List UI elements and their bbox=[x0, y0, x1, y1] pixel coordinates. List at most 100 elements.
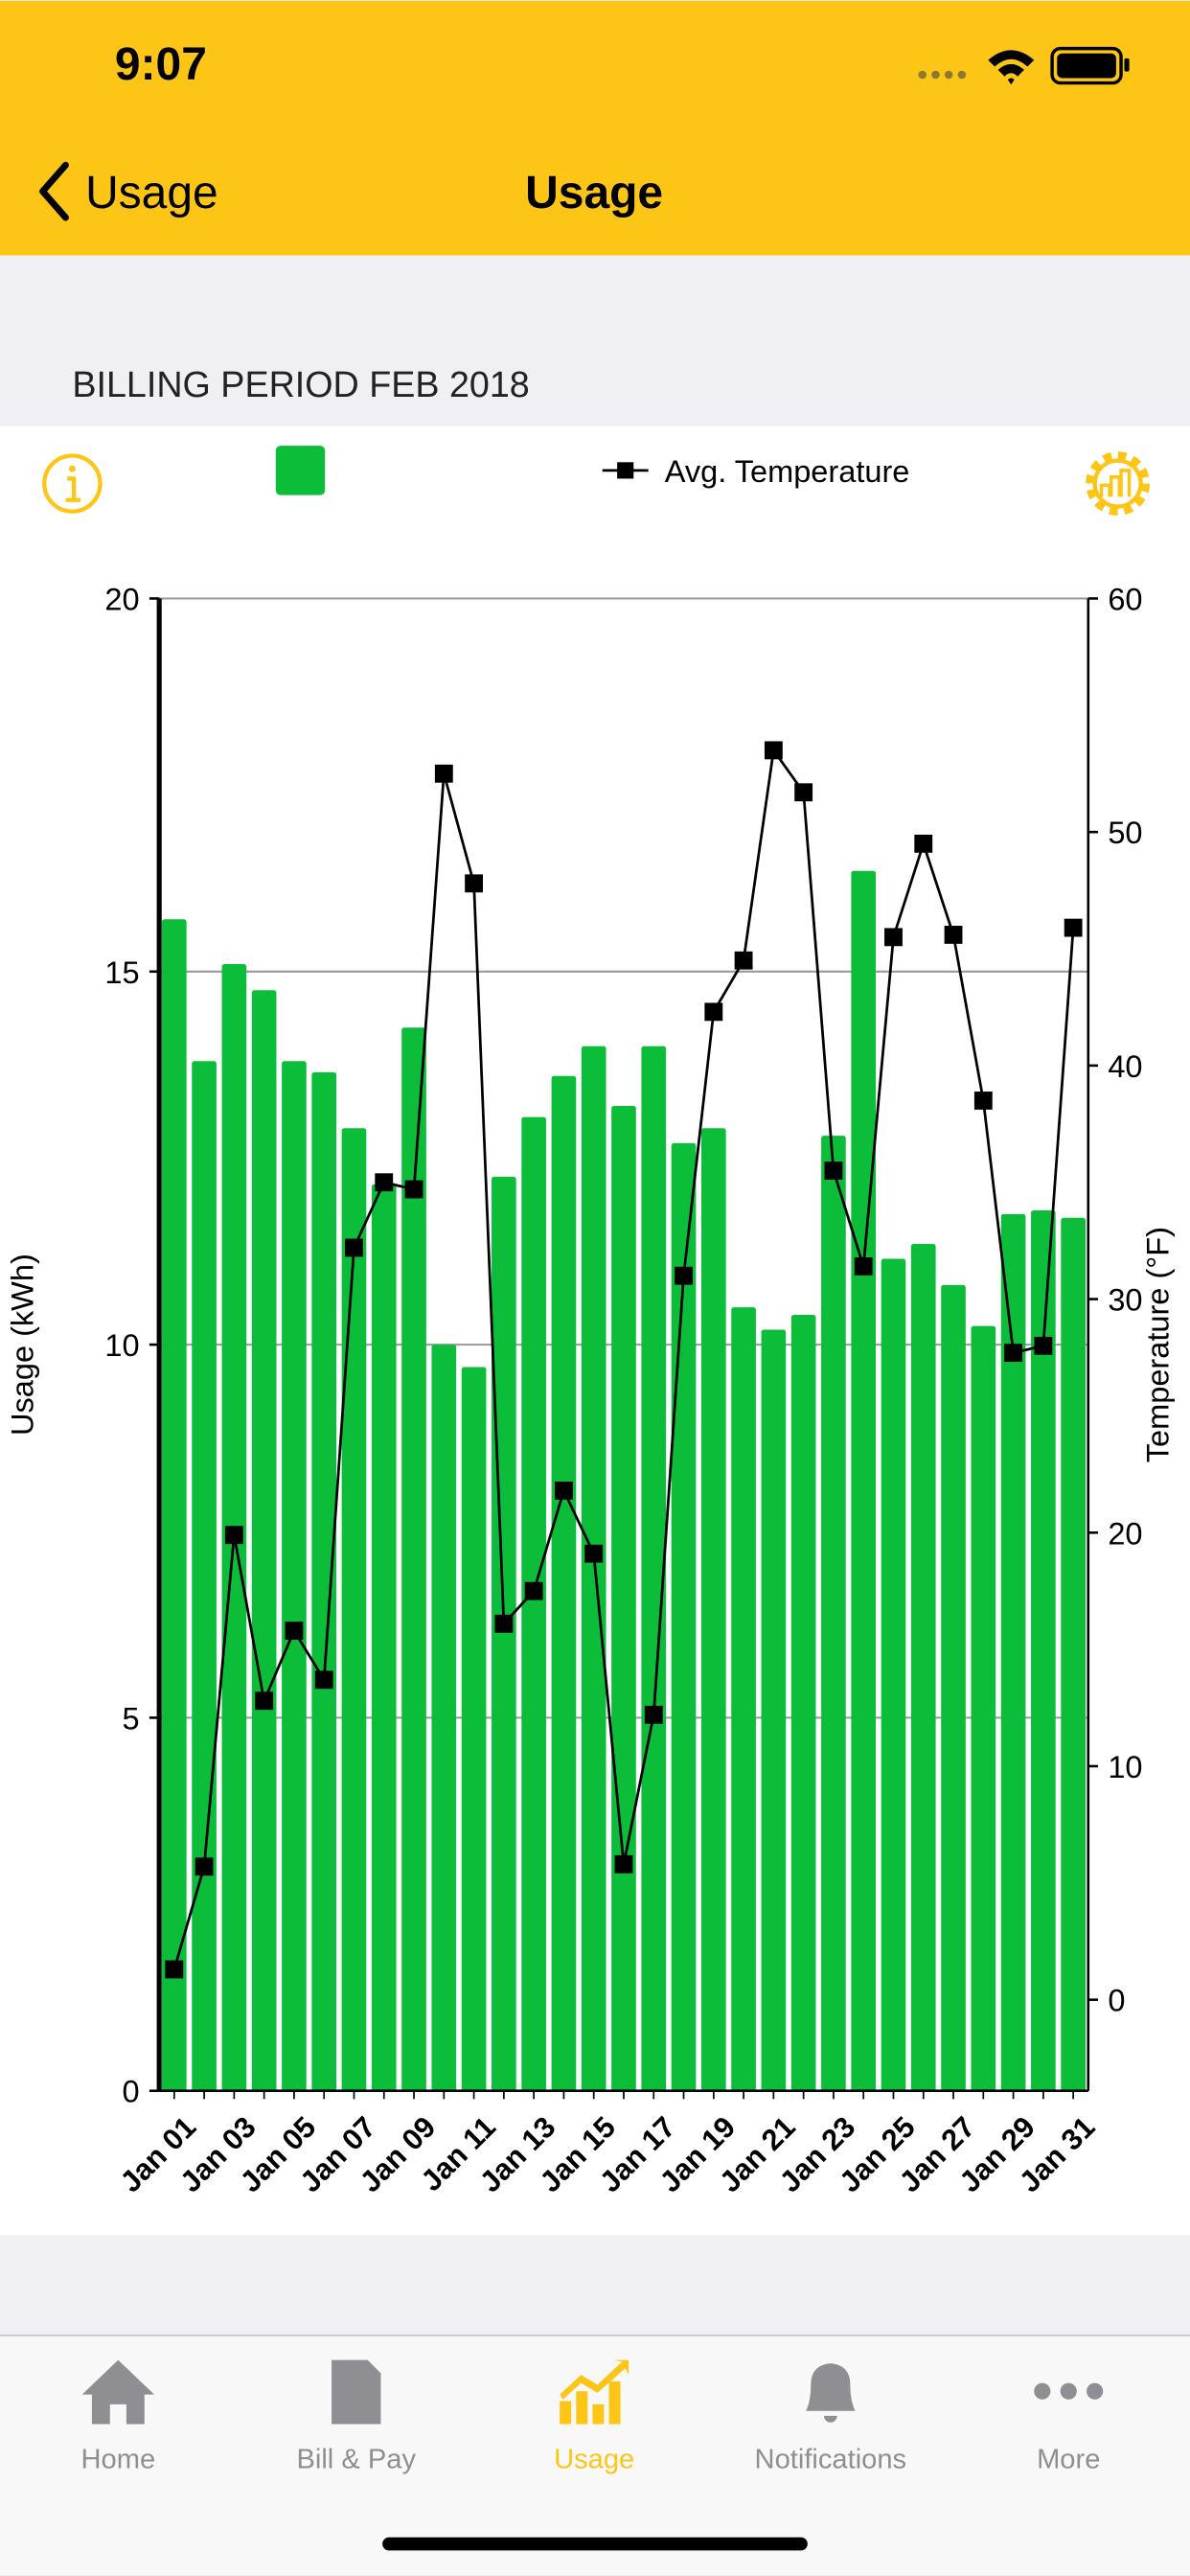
line-marker bbox=[1034, 1336, 1053, 1355]
bar bbox=[1000, 1213, 1026, 2091]
bar bbox=[521, 1116, 546, 2091]
legend-swatch bbox=[275, 446, 326, 495]
legend-label: Avg. Temperature bbox=[665, 454, 910, 489]
bar bbox=[282, 1061, 307, 2091]
y2-tick-label: 0 bbox=[1108, 1984, 1125, 2018]
y2-tick-label: 20 bbox=[1108, 1516, 1142, 1551]
line-marker bbox=[285, 1622, 304, 1641]
tab-icon[interactable] bbox=[806, 2363, 856, 2423]
tab-label[interactable]: More bbox=[1037, 2445, 1100, 2475]
tab-label[interactable]: Usage bbox=[554, 2445, 634, 2475]
line-marker bbox=[644, 1705, 663, 1724]
status-icons bbox=[918, 46, 1130, 85]
y2-tick-label: 50 bbox=[1108, 816, 1142, 850]
line-marker bbox=[494, 1614, 514, 1633]
line-marker bbox=[884, 928, 903, 947]
bar bbox=[461, 1367, 487, 2091]
line-marker bbox=[794, 783, 813, 802]
bar bbox=[941, 1284, 966, 2091]
info-icon[interactable] bbox=[42, 453, 103, 514]
line-marker bbox=[314, 1670, 333, 1690]
line-marker bbox=[614, 1854, 633, 1874]
y2-tick-label: 10 bbox=[1108, 1750, 1142, 1784]
line-marker bbox=[345, 1238, 363, 1257]
bar bbox=[611, 1105, 636, 2091]
tab-bar bbox=[0, 2334, 1190, 2576]
line-marker bbox=[375, 1173, 394, 1192]
line-marker bbox=[584, 1544, 604, 1563]
line-marker bbox=[255, 1691, 274, 1711]
bar bbox=[341, 1128, 367, 2091]
line-marker bbox=[524, 1581, 543, 1600]
legend-marker bbox=[617, 462, 634, 479]
line-marker bbox=[764, 741, 783, 760]
y-tick-label: 20 bbox=[104, 582, 139, 616]
tab-icon[interactable] bbox=[81, 2359, 155, 2425]
line-marker bbox=[914, 834, 933, 853]
y-axis-title: Usage (kWh) bbox=[5, 1254, 39, 1436]
bar bbox=[790, 1314, 816, 2091]
tab-icon[interactable] bbox=[332, 2359, 381, 2425]
bar bbox=[401, 1027, 426, 2091]
line-marker bbox=[195, 1857, 214, 1876]
bar bbox=[700, 1128, 726, 2091]
bar bbox=[251, 990, 277, 2091]
bar bbox=[881, 1258, 906, 2091]
bar bbox=[971, 1325, 996, 2091]
bar bbox=[311, 1071, 337, 2091]
home-indicator bbox=[382, 2537, 808, 2551]
status-time: 9:07 bbox=[115, 39, 207, 90]
y-tick-label: 10 bbox=[104, 1328, 139, 1363]
settings-icon[interactable] bbox=[1086, 451, 1151, 516]
line-marker bbox=[465, 874, 484, 893]
y-tick-label: 15 bbox=[104, 955, 139, 990]
tab-items: Home Bill & Pay Usage Notifications More bbox=[81, 2359, 1104, 2475]
line-marker bbox=[704, 1002, 723, 1022]
y2-axis-title: Temperature (°F) bbox=[1141, 1227, 1176, 1462]
bar bbox=[851, 870, 877, 2091]
line-marker bbox=[734, 951, 753, 970]
bar bbox=[821, 1136, 846, 2091]
line-marker bbox=[1064, 918, 1083, 937]
bar bbox=[641, 1046, 667, 2091]
bar bbox=[731, 1307, 756, 2091]
bar bbox=[492, 1176, 516, 2091]
y2-tick-label: 30 bbox=[1108, 1283, 1142, 1318]
y2-tick-label: 40 bbox=[1108, 1049, 1142, 1084]
nav-title: Usage bbox=[525, 168, 663, 218]
line-marker bbox=[1004, 1344, 1023, 1363]
bar bbox=[1031, 1209, 1056, 2091]
bar bbox=[431, 1345, 457, 2091]
line-marker bbox=[224, 1526, 243, 1545]
y-tick-label: 5 bbox=[123, 1701, 140, 1736]
tab-label[interactable]: Bill & Pay bbox=[296, 2445, 416, 2475]
back-chevron[interactable] bbox=[39, 161, 69, 221]
line-marker bbox=[165, 1960, 184, 1979]
bar bbox=[551, 1075, 577, 2091]
line-marker bbox=[854, 1257, 873, 1276]
tab-label[interactable]: Home bbox=[81, 2445, 156, 2475]
tab-icon[interactable] bbox=[1034, 2382, 1104, 2400]
bar bbox=[161, 919, 187, 2091]
line-marker bbox=[434, 764, 453, 783]
bar bbox=[761, 1329, 787, 2091]
line-marker bbox=[555, 1481, 573, 1500]
line-marker bbox=[824, 1162, 843, 1180]
line-marker bbox=[944, 925, 963, 944]
bar bbox=[1061, 1217, 1086, 2091]
bar bbox=[910, 1243, 936, 2091]
bar bbox=[581, 1046, 606, 2091]
line-marker bbox=[675, 1266, 693, 1285]
y2-tick-label: 60 bbox=[1108, 582, 1142, 616]
bar bbox=[192, 1061, 217, 2091]
line-marker bbox=[973, 1092, 993, 1110]
tab-label[interactable]: Notifications bbox=[755, 2445, 907, 2475]
line-marker bbox=[404, 1180, 423, 1199]
back-button[interactable]: Usage bbox=[85, 168, 218, 218]
section-header: BILLING PERIOD FEB 2018 bbox=[72, 364, 529, 404]
tab-icon[interactable] bbox=[560, 2359, 629, 2425]
header-bg bbox=[0, 0, 1190, 256]
